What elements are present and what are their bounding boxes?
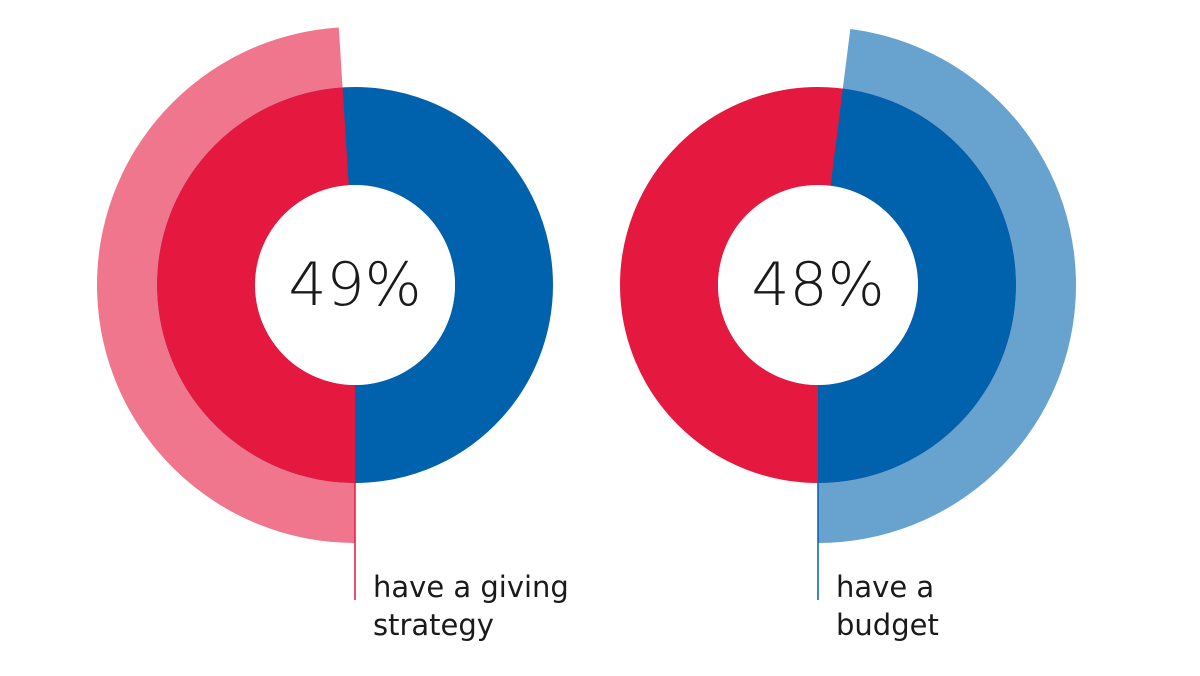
caption: have a giving strategy bbox=[373, 570, 569, 642]
donut-hole bbox=[255, 185, 455, 385]
percent-label: 49% bbox=[288, 250, 421, 320]
percent-label: 48% bbox=[751, 250, 884, 320]
donut-arc bbox=[156, 87, 355, 483]
caption: have a budget bbox=[836, 570, 939, 642]
outer-arc bbox=[818, 29, 1077, 543]
outer-arc bbox=[97, 27, 355, 544]
donut-hole bbox=[718, 185, 918, 385]
donut-arc bbox=[818, 88, 1017, 484]
